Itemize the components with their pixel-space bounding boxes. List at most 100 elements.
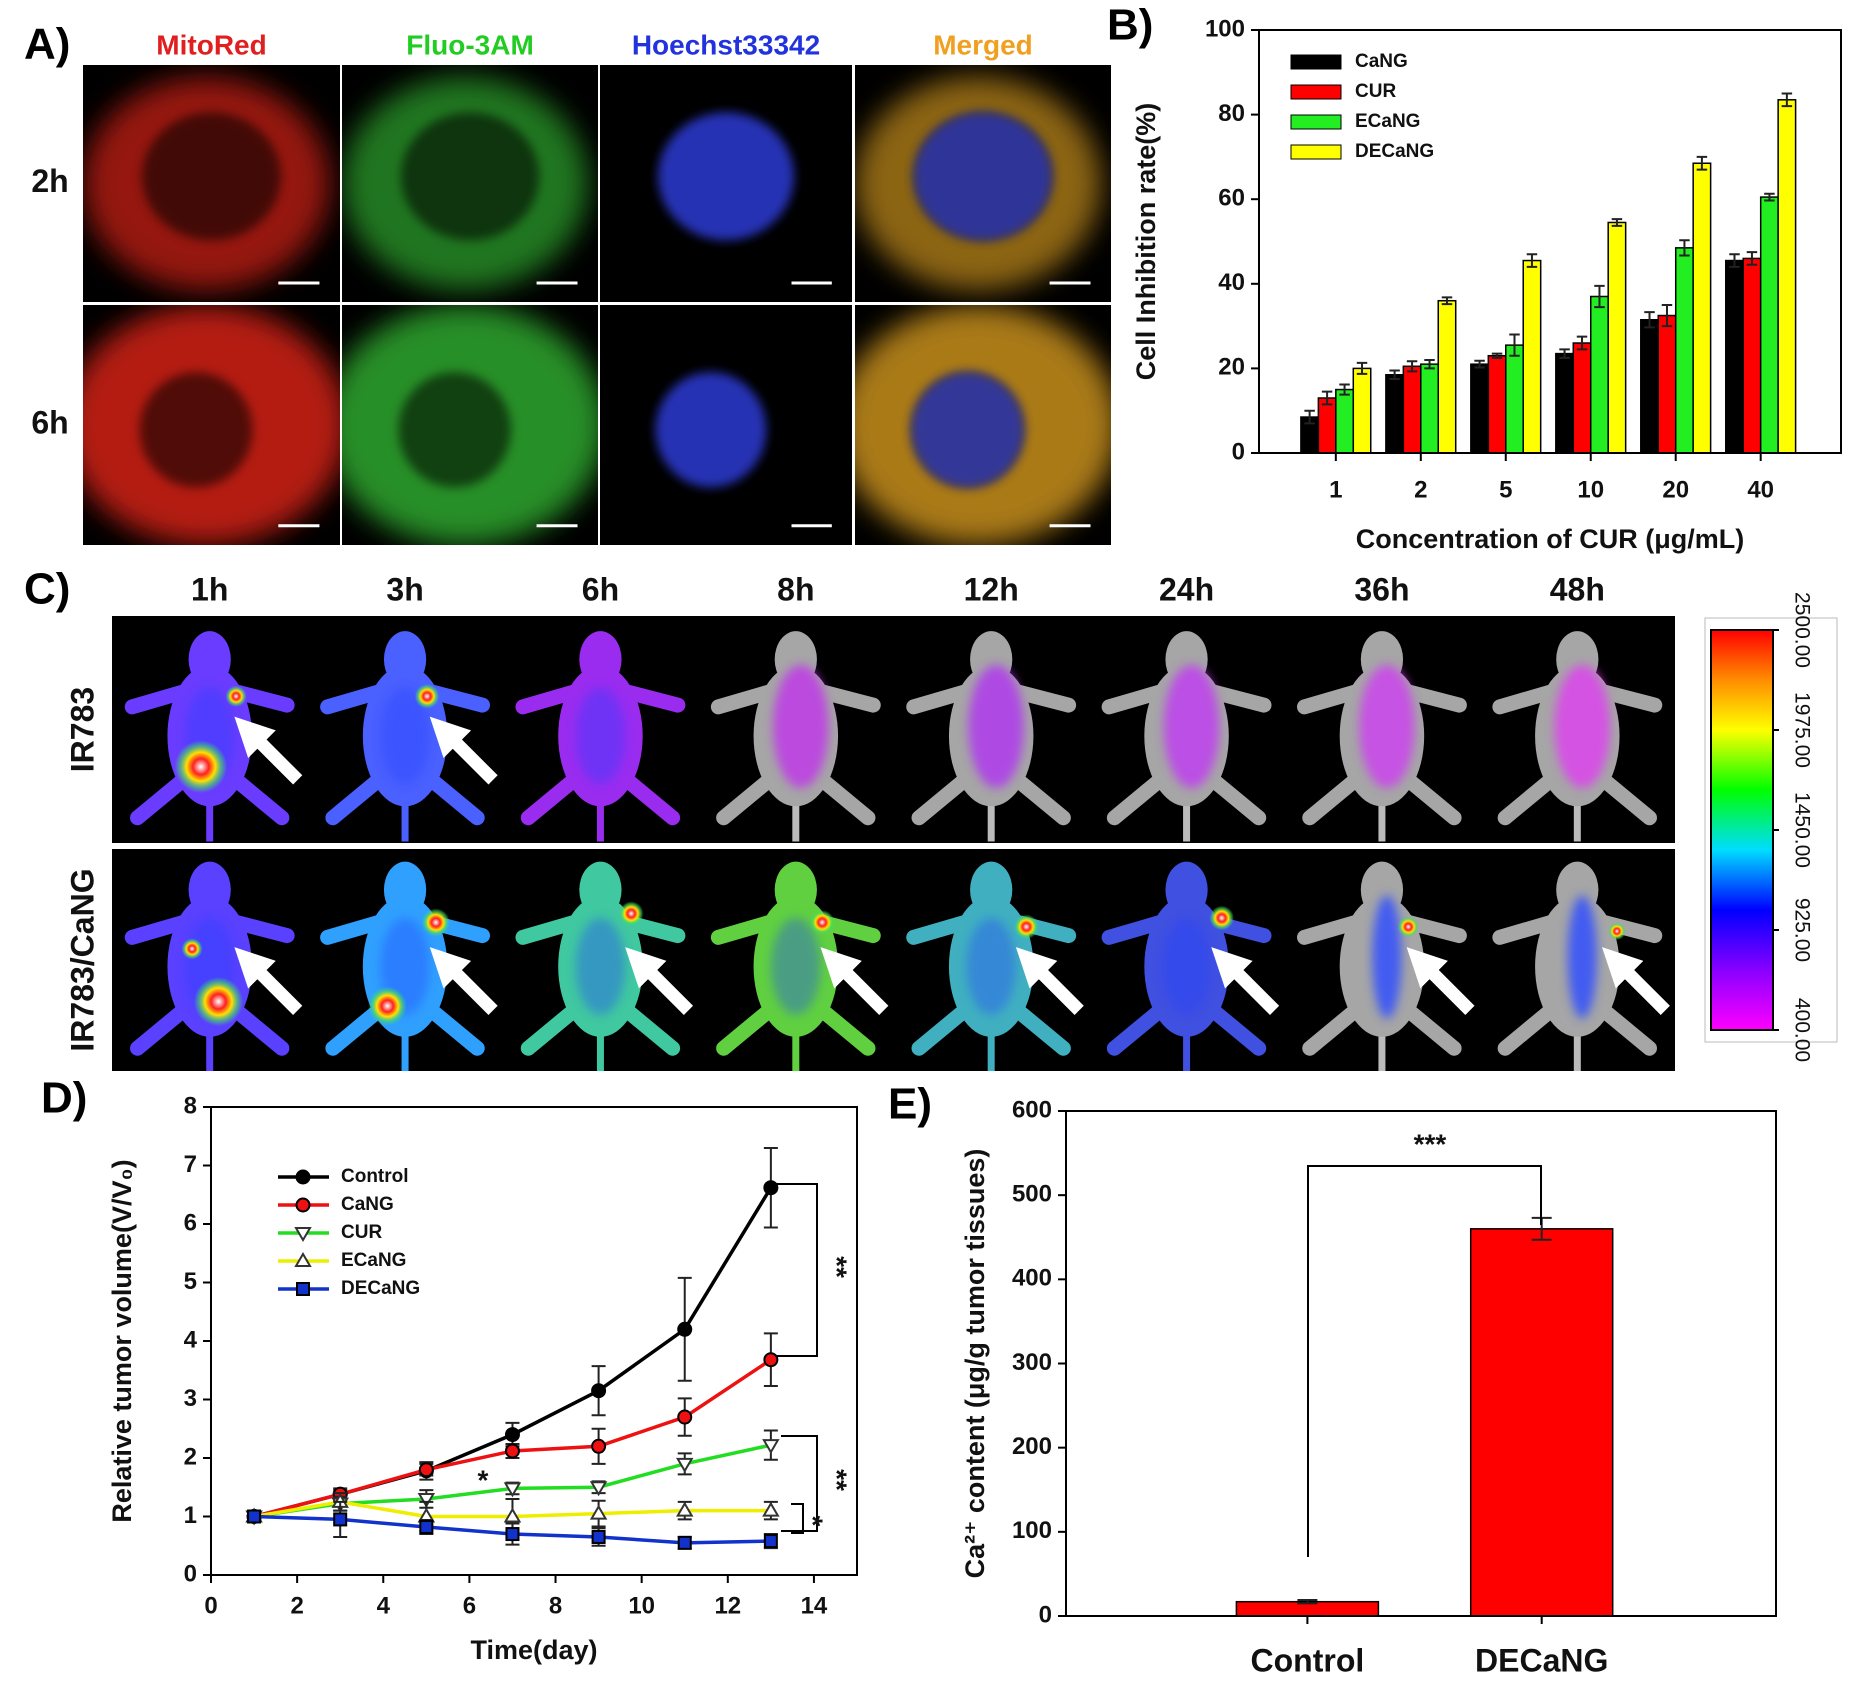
significance-bracket bbox=[775, 1183, 818, 1357]
x-tick-label: 10 bbox=[1577, 476, 1604, 503]
head bbox=[383, 631, 427, 688]
mouse bbox=[320, 861, 498, 1071]
image-content bbox=[855, 76, 1101, 291]
hot-spot bbox=[1209, 905, 1235, 931]
image-content bbox=[657, 112, 795, 241]
row-label: IR783 bbox=[64, 687, 100, 772]
limb bbox=[1010, 1002, 1071, 1056]
line bbox=[253, 1186, 773, 1519]
hot-spot bbox=[225, 685, 247, 707]
y-tick-label: 8 bbox=[184, 1092, 197, 1119]
arrow bbox=[1211, 947, 1280, 1015]
error-bar bbox=[1321, 390, 1333, 406]
image-panel bbox=[855, 305, 1111, 545]
body-glow bbox=[575, 918, 626, 1015]
error-bar bbox=[1576, 335, 1588, 351]
hot-spot bbox=[193, 976, 244, 1027]
significance-bracket bbox=[791, 1503, 804, 1534]
x-axis-label: Time(day) bbox=[470, 1635, 597, 1665]
x-tick-label: 8 bbox=[549, 1592, 562, 1619]
body-glow bbox=[1161, 918, 1212, 1015]
time-label: 48h bbox=[1550, 571, 1605, 607]
x-tick-label: 2 bbox=[1414, 476, 1427, 503]
limb bbox=[320, 684, 387, 715]
hot-spot bbox=[414, 683, 440, 709]
time-label: 24h bbox=[1159, 571, 1214, 607]
mouse bbox=[1101, 861, 1280, 1071]
error-bar bbox=[1526, 253, 1538, 268]
marker bbox=[295, 1169, 311, 1185]
legend-label: CaNG bbox=[1355, 51, 1408, 72]
limb bbox=[423, 1002, 485, 1056]
image-content bbox=[83, 76, 330, 291]
mouse bbox=[906, 861, 1084, 1071]
mouse bbox=[124, 861, 303, 1071]
channel-label: Fluo-3AM bbox=[406, 29, 534, 60]
error-bar bbox=[1611, 218, 1623, 227]
marker bbox=[763, 1352, 779, 1368]
mouse bbox=[710, 631, 881, 842]
hot-spot bbox=[618, 901, 644, 926]
bar bbox=[1657, 314, 1677, 454]
y-tick-label: 40 bbox=[1218, 269, 1245, 296]
marker bbox=[417, 1492, 436, 1508]
colorbar-label: 1450.00 bbox=[1790, 792, 1813, 868]
bar bbox=[1335, 388, 1355, 454]
marker bbox=[247, 1509, 262, 1524]
mouse bbox=[320, 631, 498, 842]
legend-label: ECaNG bbox=[1355, 111, 1420, 132]
limb bbox=[515, 684, 582, 715]
limb bbox=[1010, 684, 1077, 713]
error-bar bbox=[1644, 311, 1655, 329]
panel-label: E) bbox=[888, 1080, 932, 1129]
y-tick-label: 6 bbox=[184, 1209, 197, 1236]
limb bbox=[325, 772, 387, 826]
signal-patch bbox=[1163, 664, 1220, 789]
hot-spot bbox=[809, 910, 835, 935]
y-tick-label: 500 bbox=[1012, 1181, 1052, 1208]
error-bar bbox=[1441, 296, 1453, 306]
limb bbox=[228, 914, 295, 944]
arrow bbox=[820, 947, 889, 1015]
marker bbox=[504, 1443, 520, 1459]
x-tick-label: 12 bbox=[714, 1592, 741, 1619]
mouse bbox=[1492, 861, 1670, 1071]
head bbox=[1165, 861, 1208, 919]
limb bbox=[130, 1002, 191, 1056]
error-bar bbox=[1764, 192, 1775, 202]
limb bbox=[911, 1002, 973, 1056]
marker bbox=[295, 1197, 311, 1213]
error-bar bbox=[1389, 369, 1400, 380]
image-content bbox=[83, 305, 340, 545]
bar bbox=[1487, 354, 1507, 454]
hot-spot bbox=[1014, 914, 1039, 940]
limb bbox=[320, 914, 387, 945]
limb bbox=[423, 684, 491, 713]
error-bar bbox=[1339, 383, 1350, 396]
error-bar bbox=[1729, 253, 1740, 268]
bar bbox=[1742, 257, 1762, 454]
limb bbox=[1492, 914, 1559, 945]
y-tick-label: 7 bbox=[184, 1151, 197, 1178]
limb bbox=[515, 914, 582, 945]
x-tick-label: DECaNG bbox=[1475, 1642, 1608, 1678]
limb bbox=[124, 684, 191, 715]
channel-label: Hoechst33342 bbox=[632, 29, 820, 60]
time-label: 36h bbox=[1354, 571, 1409, 607]
nucleus bbox=[913, 112, 1053, 241]
bar bbox=[1470, 363, 1490, 454]
y-tick-label: 200 bbox=[1012, 1433, 1052, 1460]
image-panel bbox=[855, 65, 1111, 302]
marker bbox=[296, 1282, 310, 1296]
y-tick-label: 5 bbox=[184, 1268, 197, 1295]
limb bbox=[814, 1002, 876, 1056]
hot-spot bbox=[1397, 916, 1419, 938]
y-tick-label: 1 bbox=[184, 1502, 197, 1529]
bar bbox=[1640, 319, 1660, 454]
limb bbox=[325, 1002, 387, 1056]
limb bbox=[814, 772, 876, 826]
limb bbox=[1400, 772, 1462, 826]
y-tick-label: 100 bbox=[1205, 15, 1245, 42]
marker bbox=[294, 1227, 312, 1242]
bar bbox=[1692, 162, 1712, 454]
